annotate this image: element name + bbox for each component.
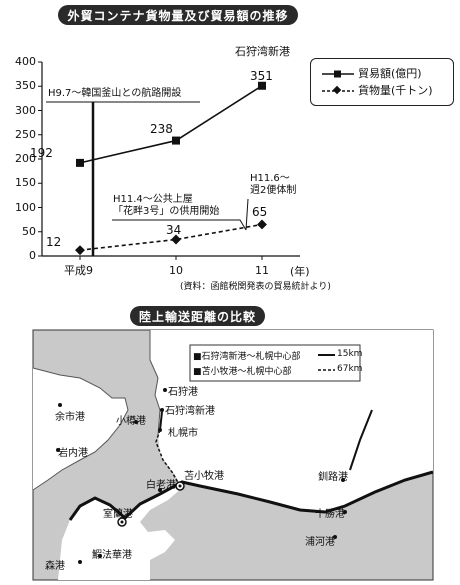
annotation-busan: H9.7～韓国釜山との航路開設 [48,88,182,99]
place-ishikari: 石狩港 [168,387,198,398]
line-chart [38,61,300,260]
map-legend-value-tomakomai: 67km [337,364,363,374]
legend-label-cargo: 貨物量(千トン) [358,84,433,97]
chart-subtitle: 石狩湾新港 [235,45,290,58]
data-label: 12 [46,235,62,250]
data-point-diamond [257,219,267,230]
place-oshamambe: 鰕法華港 [92,550,132,561]
place-tokachi: 十勝港 [315,509,345,520]
y-tick-label: 50 [22,224,36,238]
y-tick-label: 250 [15,127,36,141]
x-tick-label: 10 [169,264,183,277]
place-kushiro: 釧路港 [318,472,348,483]
chart-source: (資料：函館税関発表の貿易統計より) [180,282,331,292]
place-otaru: 小樽港 [116,416,146,427]
annotation-weekly: H11.6～ 週2便体制 [250,173,297,196]
y-tick-label: 300 [15,103,36,117]
place-urakawa: 浦河港 [305,537,335,548]
place-tomakomai: 苫小牧港 [184,471,224,482]
place-shiraoi: 白老港 [146,480,176,491]
data-point-diamond [171,234,181,245]
place-iwanai: 岩内港 [58,448,88,459]
y-tick-label: 200 [15,152,36,165]
map-title-banner: 陸上輸送距離の比較 [130,306,265,326]
place-ishikari-shinko: 石狩湾新港 [165,406,215,417]
place-mori: 森港 [45,561,65,572]
map-title: 陸上輸送距離の比較 [138,309,256,324]
x-axis-unit: (年) [290,265,310,278]
x-tick-label: 11 [255,264,269,277]
place-yoichi: 余市港 [55,412,85,423]
series-line-1 [79,223,263,251]
annotation-weekly-pointer [245,198,249,231]
data-point-diamond [75,245,85,256]
x-tick-label: 平成9 [64,264,93,277]
annotation-warehouse-pointer [112,219,247,231]
chart-title-banner: 外貿コンテナ貨物量及び貿易額の推移 [58,5,298,25]
annotation-warehouse: H11.4～公共上屋 「花畔3号」の供用開始 [113,194,220,217]
map-legend-label-ishikari: ■石狩湾新港～札幌中心部 [193,352,301,362]
y-tick-label: 400 [15,55,36,68]
data-label: 192 [30,145,53,160]
map-legend-value-ishikari: 15km [337,349,363,359]
data-label: 34 [166,222,182,237]
legend-symbols [322,70,354,95]
legend-label-trade: 貿易額(億円) [358,67,422,80]
y-tick-label: 150 [15,176,36,190]
data-point-square [172,136,180,145]
y-tick-label: 100 [15,200,36,214]
chart-title: 外貿コンテナ貨物量及び貿易額の推移 [67,8,289,23]
data-point-square [258,81,266,90]
place-muroran: 室蘭港 [103,509,133,520]
data-point-square [76,158,84,167]
data-label: 238 [150,121,173,136]
chart-legend [310,58,454,106]
data-label: 351 [250,68,273,83]
y-tick-label: 0 [29,249,36,262]
data-label: 65 [252,205,268,220]
map-legend-label-tomakomai: ■苫小牧港～札幌中心部 [193,367,292,377]
y-tick-label: 350 [15,79,36,93]
place-sapporo: 札幌市 [168,428,198,439]
